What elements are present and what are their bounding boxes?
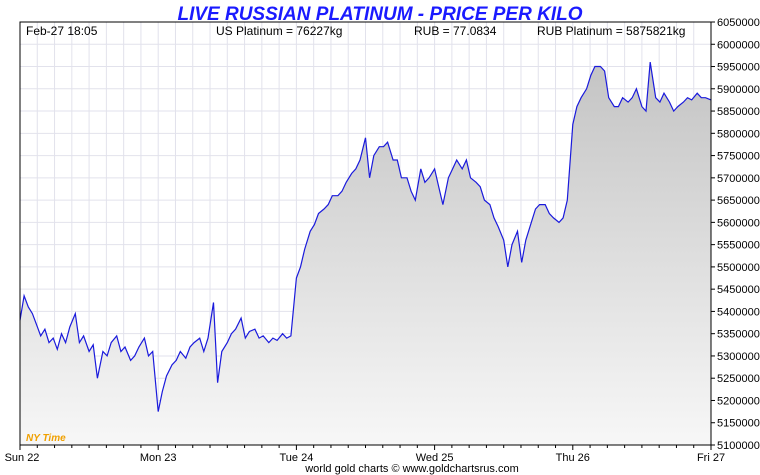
y-tick-label: 5450000 (717, 284, 760, 296)
us-platinum-label: US Platinum = 76227kg (216, 24, 342, 38)
x-tick-label: Thu 26 (556, 452, 590, 464)
x-axis-ticks: Sun 22 Mon 23 Tue 24 Wed 25 Thu 26 Fri 27 (5, 445, 725, 464)
timezone-label: NY Time (26, 433, 66, 444)
y-tick-label: 5550000 (717, 240, 760, 252)
chart-title: LIVE RUSSIAN PLATINUM - PRICE PER KILO (177, 4, 582, 25)
y-tick-label: 5300000 (717, 351, 760, 363)
y-tick-label: 5650000 (717, 195, 760, 207)
y-tick-label: 5150000 (717, 418, 760, 430)
y-tick-label: 5950000 (717, 62, 760, 74)
x-tick-label: Tue 24 (279, 452, 313, 464)
timestamp-label: Feb-27 18:05 (26, 24, 98, 38)
x-tick-label: Wed 25 (416, 452, 454, 464)
y-tick-label: 5400000 (717, 306, 760, 318)
price-line (19, 62, 712, 412)
y-tick-label: 6050000 (717, 17, 760, 29)
y-tick-label: 5200000 (717, 395, 760, 407)
price-area-fill (20, 62, 711, 445)
y-tick-label: 5100000 (717, 440, 760, 452)
y-tick-label: 5750000 (717, 151, 760, 163)
y-tick-label: 6000000 (717, 39, 760, 51)
y-tick-label: 5700000 (717, 173, 760, 185)
source-credit: world gold charts © www.goldchartsrus.co… (304, 463, 519, 475)
y-tick-label: 5800000 (717, 128, 760, 140)
rub-platinum-label: RUB Platinum = 5875821kg (537, 24, 685, 38)
y-tick-label: 5500000 (717, 262, 760, 274)
y-tick-label: 5900000 (717, 84, 760, 96)
y-tick-label: 5250000 (717, 373, 760, 385)
x-tick-label: Sun 22 (5, 452, 40, 464)
x-tick-label: Fri 27 (697, 452, 725, 464)
y-tick-label: 5600000 (717, 217, 760, 229)
x-tick-label: Mon 23 (140, 452, 177, 464)
y-tick-label: 5350000 (717, 329, 760, 341)
y-tick-label: 5850000 (717, 106, 760, 118)
rub-rate-label: RUB = 77.0834 (414, 24, 497, 38)
y-axis-ticks: 5100000 5150000 5200000 5250000 5300000 53500… (711, 17, 760, 452)
